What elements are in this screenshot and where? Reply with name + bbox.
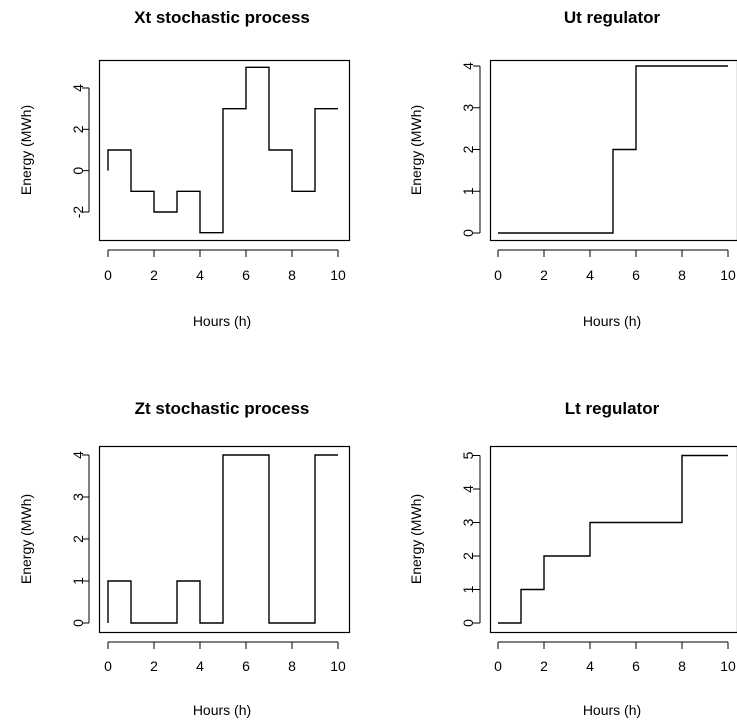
y-axis-label: Energy (MWh): [408, 105, 424, 195]
x-tick-label: 2: [540, 267, 548, 283]
x-tick-label: 0: [104, 658, 112, 674]
chart-title: Lt regulator: [565, 399, 660, 418]
step-series-line: [498, 65, 728, 234]
chart-panel-1: Xt stochastic process 0 2 4 6 8 10 -2 0 2 4 Hours (…: [18, 8, 351, 329]
x-tick-label: 10: [720, 658, 736, 674]
x-tick-label: 4: [196, 658, 204, 674]
x-axis-label: Hours (h): [193, 313, 251, 329]
x-axis-label: Hours (h): [583, 702, 641, 718]
y-tick-label: 3: [460, 104, 476, 112]
y-tick-label: 1: [70, 577, 86, 585]
x-axis-label: Hours (h): [193, 702, 251, 718]
y-tick-label: 1: [460, 585, 476, 593]
y-tick-label: 2: [460, 552, 476, 560]
y-tick-label: 2: [70, 535, 86, 543]
x-tick-label: 6: [632, 267, 640, 283]
step-series-line: [107, 66, 338, 234]
y-tick-label: 2: [460, 145, 476, 153]
plot-frame: [98, 59, 351, 242]
y-axis-label: Energy (MWh): [408, 494, 424, 584]
x-tick-label: 8: [288, 658, 296, 674]
y-tick-label: 1: [460, 187, 476, 195]
y-tick-label: 0: [460, 619, 476, 627]
y-tick-label: 4: [460, 62, 476, 70]
chart-panel-2: Ut regulator 0 2 4 6 8 10 0 1 2 3 4 Hours (h) Energy …: [408, 8, 737, 329]
x-tick-label: 10: [720, 267, 736, 283]
x-tick-label: 0: [494, 267, 502, 283]
x-tick-label: 4: [586, 267, 594, 283]
x-tick-label: 0: [494, 658, 502, 674]
y-axis-label: Energy (MWh): [18, 494, 34, 584]
x-tick-label: 6: [242, 658, 250, 674]
chart-title: Zt stochastic process: [135, 399, 310, 418]
plot-frame: [98, 445, 351, 634]
y-tick-label: 3: [70, 493, 86, 501]
x-tick-label: 2: [540, 658, 548, 674]
y-tick-label: 4: [70, 84, 86, 92]
x-tick-label: 6: [632, 658, 640, 674]
plot-frame: [489, 445, 737, 634]
x-tick-label: 8: [678, 658, 686, 674]
x-tick-label: 8: [678, 267, 686, 283]
chart-panel-4: Lt regulator 0 2 4 6 8 10 0 1 2 3 4 5 Hours (h) Energy…: [408, 399, 737, 718]
x-axis-label: Hours (h): [583, 313, 641, 329]
y-tick-label: 3: [460, 518, 476, 526]
y-tick-label: 0: [460, 229, 476, 237]
x-tick-label: 6: [242, 267, 250, 283]
y-tick-label: 4: [70, 451, 86, 459]
chart-panel-3: Zt stochastic process 0 2 4 6 8 10 0 1 2 3 4 Hours (…: [18, 399, 351, 718]
y-tick-label: 0: [70, 619, 86, 627]
x-tick-label: 0: [104, 267, 112, 283]
y-tick-label: 0: [70, 167, 86, 175]
y-tick-label: -2: [70, 206, 86, 219]
x-tick-label: 10: [330, 267, 346, 283]
plot-frame: [489, 59, 737, 242]
y-tick-label: 2: [70, 125, 86, 133]
y-axis-label: Energy (MWh): [18, 105, 34, 195]
chart-title: Xt stochastic process: [134, 8, 310, 27]
step-series-line: [498, 454, 728, 624]
step-series-line: [107, 454, 338, 624]
x-tick-label: 4: [196, 267, 204, 283]
x-tick-label: 2: [150, 267, 158, 283]
y-tick-label: 5: [460, 451, 476, 459]
chart-title: Ut regulator: [564, 8, 661, 27]
x-tick-label: 8: [288, 267, 296, 283]
y-tick-label: 4: [460, 485, 476, 493]
x-tick-label: 2: [150, 658, 158, 674]
x-tick-label: 4: [586, 658, 594, 674]
x-tick-label: 10: [330, 658, 346, 674]
